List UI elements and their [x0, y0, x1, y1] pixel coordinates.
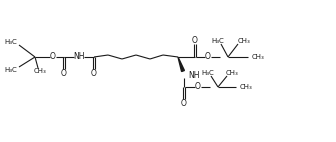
Text: O: O	[91, 68, 97, 78]
Text: O: O	[195, 82, 201, 90]
Text: O: O	[192, 36, 198, 44]
Text: NH: NH	[188, 70, 200, 80]
Text: H₃C: H₃C	[202, 70, 214, 76]
Text: NH: NH	[73, 52, 85, 60]
Text: H₃C: H₃C	[212, 38, 224, 44]
Text: CH₃: CH₃	[226, 70, 238, 76]
Text: H₃C: H₃C	[5, 67, 17, 73]
Text: CH₃: CH₃	[238, 38, 250, 44]
Text: CH₃: CH₃	[252, 54, 265, 60]
Text: O: O	[50, 52, 56, 60]
Text: CH₃: CH₃	[34, 68, 46, 74]
Polygon shape	[178, 57, 184, 72]
Text: O: O	[205, 52, 211, 60]
Text: CH₃: CH₃	[240, 84, 253, 90]
Text: O: O	[61, 68, 67, 78]
Text: H₃C: H₃C	[5, 39, 17, 45]
Text: O: O	[181, 99, 187, 107]
